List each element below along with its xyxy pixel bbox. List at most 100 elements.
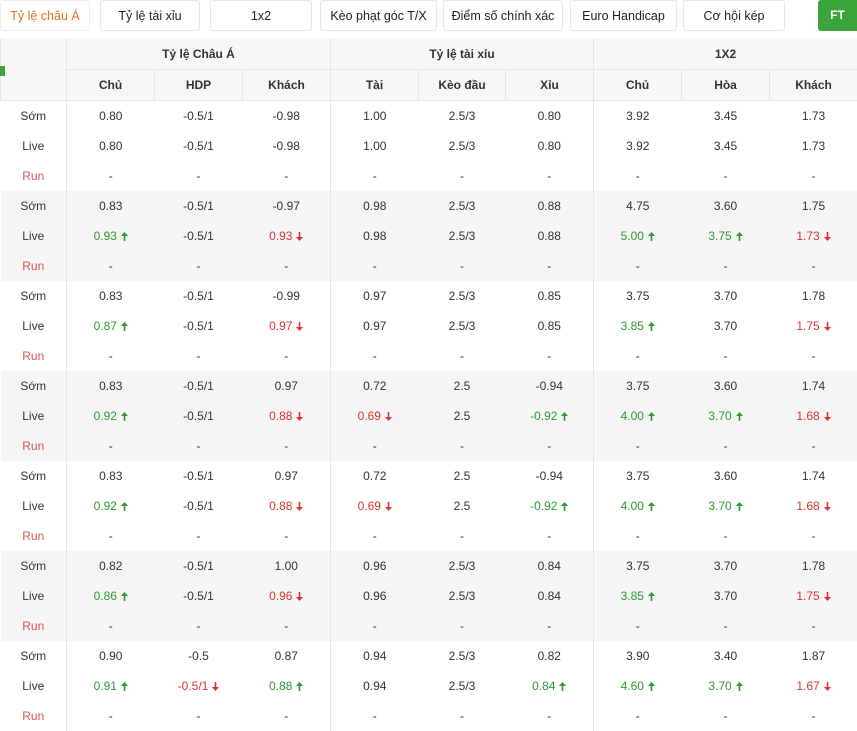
odds-cell: - (506, 341, 594, 371)
odds-cell: - (155, 161, 243, 191)
group-header: 1X2 (594, 38, 857, 70)
odds-value: 0.87 (94, 319, 117, 333)
odds-cell: 0.96 (331, 551, 419, 581)
odds-cell: -0.5/1 (155, 491, 243, 521)
odds-value: -0.5/1 (178, 679, 209, 693)
odds-cell: - (506, 611, 594, 641)
trend-arrow (212, 682, 219, 691)
trend-arrow (648, 322, 655, 331)
expand-icon[interactable] (0, 66, 5, 76)
column-header: HDP (155, 70, 243, 101)
trend-arrow (296, 232, 303, 241)
odds-cell: -0.5/1 (155, 221, 243, 251)
column-header: Khách (243, 70, 331, 101)
trend-arrow (385, 412, 392, 421)
tab[interactable]: Kèo phạt góc T/X (320, 0, 437, 31)
odds-value: 0.69 (358, 409, 381, 423)
trend-arrow (561, 412, 568, 421)
column-header: Tài (331, 70, 419, 101)
odds-cell: - (243, 251, 331, 281)
odds-cell: - (67, 611, 155, 641)
odds-cell: 3.85 (594, 581, 682, 611)
odds-cell: 0.96 (243, 581, 331, 611)
odds-cell: 1.00 (331, 131, 419, 161)
odds-value: 1.67 (796, 679, 819, 693)
row-label: Live (1, 671, 67, 701)
odds-cell: 4.00 (594, 401, 682, 431)
odds-cell: - (243, 341, 331, 371)
odds-cell: - (419, 161, 506, 191)
odds-cell: -0.5/1 (155, 101, 243, 132)
row-label: Sớm (1, 641, 67, 671)
odds-cell: - (506, 431, 594, 461)
trend-arrow (296, 592, 303, 601)
odds-cell: 2.5/3 (419, 131, 506, 161)
odds-cell: -0.5/1 (155, 131, 243, 161)
odds-cell: 2.5/3 (419, 311, 506, 341)
trend-arrow (648, 502, 655, 511)
odds-cell: 3.45 (682, 131, 770, 161)
odds-cell: - (155, 521, 243, 551)
odds-cell: 4.00 (594, 491, 682, 521)
odds-value: 1.75 (796, 319, 819, 333)
odds-row: Run--------- (1, 251, 857, 281)
odds-value: 5.00 (621, 229, 644, 243)
odds-cell: -0.5/1 (155, 581, 243, 611)
odds-cell: 2.5/3 (419, 101, 506, 132)
odds-cell: -0.5 (155, 641, 243, 671)
odds-cell: 0.88 (506, 191, 594, 221)
ft-button[interactable]: FT (818, 0, 857, 31)
trend-arrow (296, 502, 303, 511)
tab[interactable]: Điểm số chính xác (443, 0, 563, 31)
tab[interactable]: Euro Handicap (570, 0, 677, 31)
odds-cell: 0.85 (506, 281, 594, 311)
tab[interactable]: Tỷ lệ tài xỉu (100, 0, 200, 31)
odds-cell: - (67, 251, 155, 281)
trend-arrow (824, 592, 831, 601)
column-header: Khách (770, 70, 857, 101)
odds-cell: 0.80 (506, 131, 594, 161)
trend-arrow (121, 412, 128, 421)
odds-cell: 0.92 (67, 401, 155, 431)
row-label: Run (1, 431, 67, 461)
corner-cell (1, 38, 67, 101)
odds-cell: 0.97 (331, 281, 419, 311)
odds-cell: - (682, 701, 770, 731)
odds-cell: 2.5/3 (419, 281, 506, 311)
column-header: Chủ (67, 70, 155, 101)
odds-cell: - (67, 341, 155, 371)
odds-cell: 3.92 (594, 101, 682, 132)
odds-cell: 0.88 (243, 671, 331, 701)
odds-cell: 3.70 (682, 311, 770, 341)
trend-arrow (296, 682, 303, 691)
tab[interactable]: 1x2 (210, 0, 312, 31)
odds-cell: 0.69 (331, 491, 419, 521)
trend-arrow (824, 232, 831, 241)
odds-cell: 0.92 (67, 491, 155, 521)
odds-cell: - (770, 701, 857, 731)
tab[interactable]: Cơ hội kép (683, 0, 785, 31)
odds-cell: 0.97 (243, 461, 331, 491)
odds-row: Run--------- (1, 521, 857, 551)
odds-cell: - (594, 431, 682, 461)
odds-cell: 3.70 (682, 581, 770, 611)
trend-arrow (561, 502, 568, 511)
odds-cell: 0.94 (331, 641, 419, 671)
odds-cell: - (682, 161, 770, 191)
trend-arrow (648, 232, 655, 241)
odds-cell: 0.83 (67, 371, 155, 401)
trend-arrow (121, 502, 128, 511)
odds-cell: 0.98 (331, 221, 419, 251)
odds-cell: 1.74 (770, 371, 857, 401)
trend-arrow (736, 682, 743, 691)
group-header: Tỷ lệ tài xỉu (331, 38, 594, 70)
odds-cell: - (594, 611, 682, 641)
tab[interactable]: Tỷ lệ châu Á (0, 0, 90, 31)
odds-cell: 1.00 (243, 551, 331, 581)
odds-cell: 3.90 (594, 641, 682, 671)
odds-value: 3.75 (708, 229, 731, 243)
odds-cell: 0.72 (331, 461, 419, 491)
